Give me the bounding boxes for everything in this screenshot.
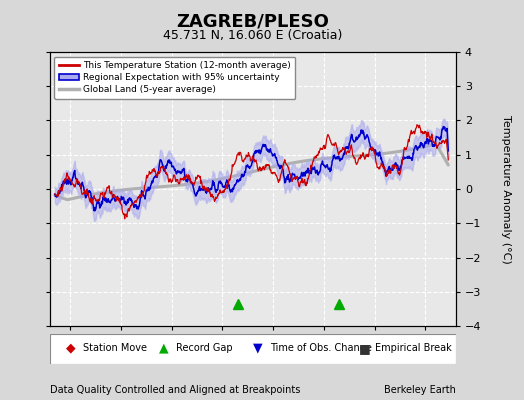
Text: Data Quality Controlled and Aligned at Breakpoints: Data Quality Controlled and Aligned at B… — [50, 385, 300, 395]
Legend: This Temperature Station (12-month average), Regional Expectation with 95% uncer: This Temperature Station (12-month avera… — [54, 56, 296, 99]
FancyBboxPatch shape — [50, 334, 456, 364]
Text: ▲: ▲ — [159, 342, 169, 355]
Text: Time of Obs. Change: Time of Obs. Change — [270, 343, 372, 354]
Text: Empirical Break: Empirical Break — [376, 343, 452, 354]
Text: Station Move: Station Move — [83, 343, 147, 354]
Text: Berkeley Earth: Berkeley Earth — [384, 385, 456, 395]
Text: 45.731 N, 16.060 E (Croatia): 45.731 N, 16.060 E (Croatia) — [163, 29, 343, 42]
Y-axis label: Temperature Anomaly (°C): Temperature Anomaly (°C) — [501, 115, 511, 263]
Text: ■: ■ — [358, 342, 370, 355]
Text: Record Gap: Record Gap — [177, 343, 233, 354]
Text: ◆: ◆ — [66, 342, 75, 355]
Text: ▼: ▼ — [253, 342, 263, 355]
Text: ZAGREB/PLESO: ZAGREB/PLESO — [177, 13, 330, 31]
